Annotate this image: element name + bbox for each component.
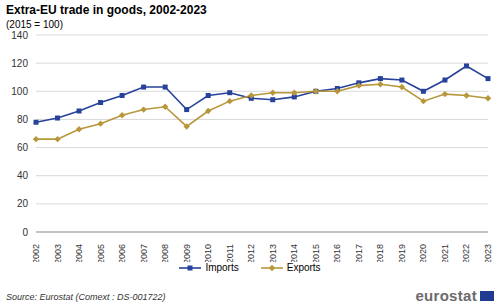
svg-text:2005: 2005 [96,244,106,262]
svg-text:2006: 2006 [117,244,127,262]
svg-text:100: 100 [11,86,28,97]
svg-text:60: 60 [17,142,29,153]
svg-text:40: 40 [17,170,29,181]
svg-text:2020: 2020 [418,244,428,262]
html-text:Source: Eurostat (Comext : DS-: Source: Eurostat (Comext : DS-001722) [6,292,166,302]
svg-text:2019: 2019 [397,244,407,262]
svg-text:120: 120 [11,58,28,69]
svg-text:2018: 2018 [375,244,385,262]
svg-text:2022: 2022 [461,244,471,262]
svg-text:2012: 2012 [246,244,256,262]
svg-text:2010: 2010 [203,244,213,262]
html-text:eurostat: eurostat [415,287,477,304]
svg-text:2011: 2011 [225,244,235,262]
svg-text:2014: 2014 [289,244,299,262]
svg-text:0: 0 [22,227,28,238]
svg-text:80: 80 [17,114,29,125]
html-text:Exports: Exports [286,262,321,273]
svg-text:20: 20 [17,198,29,209]
svg-text:2008: 2008 [160,244,170,262]
html-text:Extra-EU trade in goods, 2002-: Extra-EU trade in goods, 2002-2023 [6,3,207,17]
svg-text:2013: 2013 [268,244,278,262]
svg-text:2021: 2021 [440,244,450,262]
svg-text:2023: 2023 [483,244,492,262]
svg-text:2002: 2002 [31,244,41,262]
svg-text:2007: 2007 [139,244,149,262]
svg-text:140: 140 [11,30,28,41]
html-text:(2015 = 100): (2015 = 100) [6,19,63,30]
svg-text:2009: 2009 [182,244,192,262]
svg-text:2003: 2003 [53,244,63,262]
svg-text:2015: 2015 [311,244,321,262]
html-text:Imports: Imports [205,262,239,273]
svg-text:2017: 2017 [354,244,364,262]
svg-text:2004: 2004 [74,244,84,262]
svg-text:2016: 2016 [332,244,342,262]
